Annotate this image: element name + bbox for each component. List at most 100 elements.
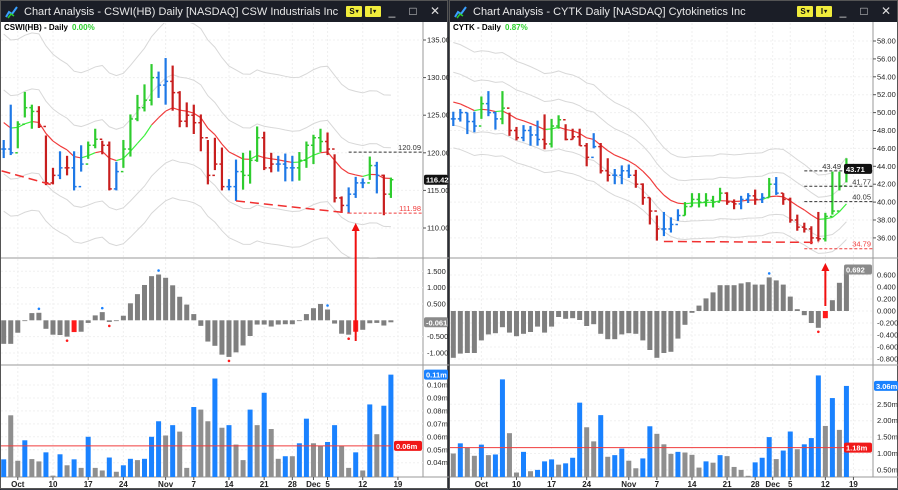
maximize-icon[interactable]: □ [406, 4, 420, 18]
oscillator-bar [72, 320, 77, 332]
oscillator-bar [121, 316, 126, 321]
price-bar [725, 192, 730, 205]
volume-bar [493, 454, 498, 477]
volume-bar [507, 433, 512, 477]
oscillator-bar [795, 309, 800, 311]
moving-average-segment [516, 119, 523, 121]
price-bar [79, 145, 84, 186]
oscillator-bar [774, 280, 779, 311]
price-bar [290, 156, 295, 182]
close-icon[interactable]: ✕ [428, 4, 442, 18]
chevron-down-icon: ▾ [356, 8, 359, 15]
date-axis-label: 14 [225, 480, 234, 489]
price-level-label: 40.05 [852, 193, 871, 202]
price-bar [262, 132, 267, 170]
oscillator-bar [388, 320, 393, 322]
price-bar [528, 126, 533, 146]
price-bar [781, 193, 786, 205]
price-bar [521, 125, 526, 141]
price-bar [332, 149, 337, 202]
oscillator-bar [486, 311, 491, 334]
title-bar: Chart Analysis - CSWI(HB) Daily [NASDAQ]… [1, 1, 447, 22]
moving-average-segment [53, 141, 60, 146]
volume-bar [465, 448, 470, 477]
price-bar [163, 58, 168, 105]
price-bar [156, 72, 161, 98]
oscillator-bar [86, 320, 91, 323]
oscillator-bar [1, 320, 6, 344]
oscillator-bar [844, 269, 849, 311]
volume-bar [43, 452, 48, 477]
volume-bar [241, 460, 246, 477]
maximize-icon[interactable]: □ [857, 4, 871, 18]
oscillator-bar [479, 311, 484, 340]
chart-window-cswi: Chart Analysis - CSWI(HB) Daily [NASDAQ]… [0, 0, 448, 489]
moving-average-segment [460, 104, 467, 107]
date-axis-label: 10 [512, 480, 521, 489]
chart-canvas[interactable]: 58.0056.0054.0052.0050.0048.0046.0044.00… [450, 22, 898, 490]
oscillator-bar [493, 311, 498, 333]
oscillator-bar [465, 311, 470, 353]
symbol-label: CSWI(HB) - Daily [4, 23, 68, 32]
volume-bar [15, 461, 20, 477]
date-axis-label: 24 [119, 480, 128, 489]
price-bar [704, 193, 709, 206]
volume-bar [479, 445, 484, 477]
date-axis-label: 7 [192, 480, 197, 489]
volume-bar [570, 458, 575, 477]
oscillator-bar [128, 303, 133, 320]
oscillator-axis-label: 0.200 [877, 295, 896, 304]
moving-average-segment [839, 204, 846, 212]
symbol-link-button[interactable]: S▾ [346, 6, 362, 17]
volume-bar [753, 462, 758, 477]
price-bar [767, 178, 772, 198]
volume-bar [304, 419, 309, 477]
volume-bar [739, 470, 744, 477]
price-bar [697, 193, 702, 207]
close-icon[interactable]: ✕ [879, 4, 893, 18]
oscillator-bar [781, 285, 786, 311]
volume-bar [29, 459, 34, 477]
date-axis-label: 28 [751, 480, 760, 489]
interval-link-button[interactable]: I▾ [365, 6, 381, 17]
oscillator-bar [339, 320, 344, 333]
volume-bar [163, 436, 168, 477]
moving-average-segment [208, 128, 215, 135]
oscillator-bar [219, 320, 224, 354]
volume-axis-label: 0.08m [427, 406, 448, 415]
volume-bar [626, 461, 631, 477]
minimize-icon[interactable]: _ [385, 4, 399, 18]
oscillator-bar [682, 311, 687, 325]
price-bar [675, 209, 680, 224]
volume-bar [318, 446, 323, 477]
last-price-badge: 116.42 [426, 176, 449, 185]
date-axis-label: 19 [393, 480, 402, 489]
oscillator-bar [241, 320, 246, 345]
oscillator-bar [837, 283, 842, 311]
volume-bar [725, 456, 730, 477]
price-bar [346, 187, 351, 213]
oscillator-bar [472, 311, 477, 353]
volume-bar [339, 446, 344, 477]
minimize-icon[interactable]: _ [836, 4, 850, 18]
interval-link-button[interactable]: I▾ [816, 6, 832, 17]
oscillator-axis-label: 0.600 [877, 271, 896, 280]
price-bar [500, 91, 505, 124]
volume-bar [619, 449, 624, 477]
volume-bar [535, 470, 540, 477]
price-bar [788, 198, 793, 223]
chart-canvas[interactable]: 135.00130.00125.00120.00115.00110.001.50… [1, 22, 449, 490]
volume-bar [718, 455, 723, 477]
symbol-link-button[interactable]: S▾ [797, 6, 813, 17]
moving-average-segment [657, 188, 664, 196]
volume-bar [212, 379, 217, 477]
volume-bar [528, 471, 533, 477]
volume-bar [374, 434, 379, 477]
oscillator-bar [269, 320, 274, 326]
volume-bar [675, 452, 680, 477]
oscillator-plot [1, 269, 393, 362]
oscillator-bar [304, 314, 309, 320]
price-bar [718, 188, 723, 202]
volume-bar [556, 465, 561, 477]
oscillator-axis-label: 0.400 [877, 283, 896, 292]
